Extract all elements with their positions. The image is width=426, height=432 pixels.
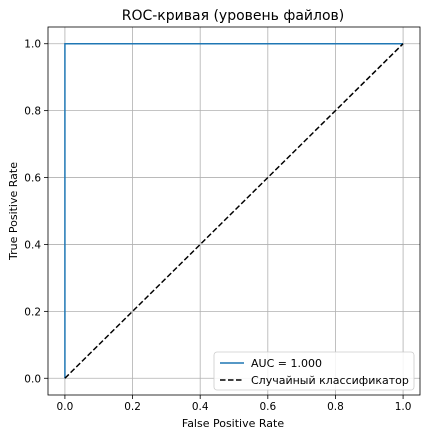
y-tick-label: 0.6 (24, 173, 41, 185)
x-tick-label: 0.2 (124, 401, 141, 413)
legend-label: AUC = 1.000 (251, 357, 322, 370)
y-axis-label: True Positive Rate (7, 162, 20, 261)
x-tick-label: 1.0 (395, 401, 412, 413)
legend: AUC = 1.000 Случайный классификатор (213, 351, 415, 391)
plot-frame (47, 26, 421, 396)
y-tick-label: 0.2 (24, 306, 41, 318)
y-tick-label: 0.0 (24, 373, 41, 385)
x-axis-label: False Positive Rate (182, 417, 284, 430)
x-tick-label: 0.4 (192, 401, 209, 413)
x-tick-label: 0.8 (327, 401, 344, 413)
legend-box (213, 351, 415, 391)
x-tick-label: 0.0 (57, 401, 74, 413)
series-layer (64, 42, 404, 379)
chart-title: ROC-кривая (уровень файлов) (122, 8, 345, 24)
roc-curve-line (64, 42, 404, 379)
legend-label: Случайный классификатор (251, 374, 409, 387)
y-tick-label: 0.8 (24, 106, 41, 118)
x-tick-label: 0.6 (259, 401, 276, 413)
y-tick-label: 0.4 (24, 239, 41, 251)
random-classifier-line (64, 43, 404, 379)
ticks: 0.0 0.2 0.4 0.6 0.8 1.0 0.0 0.2 0.4 0.6 0.8 1.0 (24, 39, 411, 413)
y-tick-label: 1.0 (24, 39, 41, 51)
